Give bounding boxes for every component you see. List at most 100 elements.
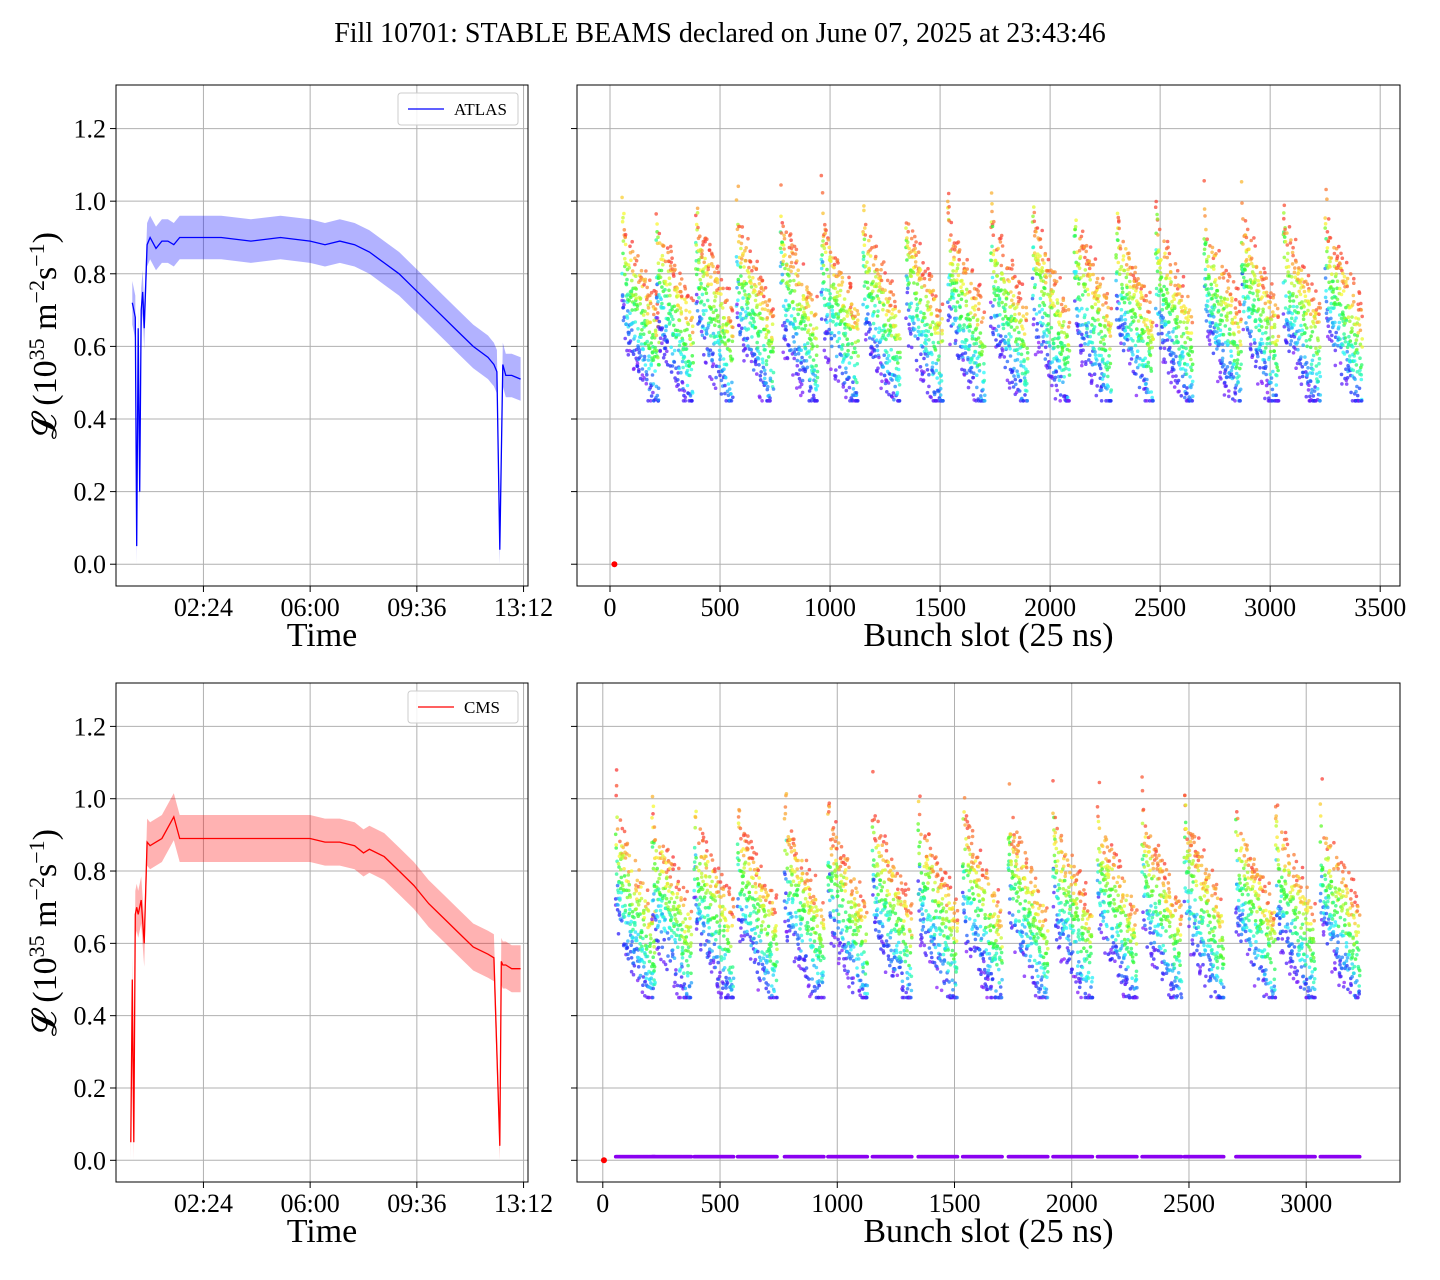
bunch-point: [624, 322, 628, 326]
bunch-point: [1021, 327, 1025, 331]
bunch-point: [1139, 315, 1143, 320]
bunch-point: [683, 395, 688, 400]
bunch-point: [761, 288, 766, 292]
bunch-point: [1102, 372, 1106, 377]
bunch-point: [921, 272, 925, 277]
bunch-point: [639, 342, 644, 346]
bunch-point: [1248, 334, 1253, 339]
bunch-point: [1252, 304, 1256, 309]
bunch-point: [687, 333, 692, 338]
bunch-point: [751, 265, 756, 269]
bunch-point: [1135, 327, 1139, 331]
bunch-point: [1067, 348, 1072, 353]
bunch-point: [1335, 254, 1340, 258]
bunch-point: [1304, 339, 1309, 343]
y-tick-label: 0.8: [74, 260, 107, 289]
bunch-point: [1097, 294, 1101, 298]
bunch-point: [1161, 316, 1165, 320]
bunch-point: [651, 332, 655, 337]
bunch-point: [758, 378, 763, 382]
bunch-point: [638, 296, 643, 301]
bunch-point: [1294, 316, 1298, 320]
bunch-point: [964, 299, 969, 304]
x-tick-label: 09:36: [387, 593, 446, 622]
bunch-point: [694, 243, 699, 247]
bunch-point: [830, 331, 834, 335]
bunch-point: [1131, 319, 1136, 323]
bunch-point: [620, 294, 625, 299]
bunch-point: [675, 290, 680, 294]
bunch-point: [1338, 361, 1343, 365]
bunch-point: [1235, 358, 1240, 362]
bunch-point: [685, 368, 690, 373]
bunch-point: [1317, 356, 1322, 361]
bunch-point: [1124, 247, 1128, 251]
bunch-point: [771, 350, 775, 354]
bunch-point: [949, 220, 954, 225]
bunch-point: [648, 346, 652, 351]
bunch-point: [836, 379, 841, 383]
bunch-point: [679, 370, 683, 375]
bunch-point: [906, 229, 910, 234]
bunch-point: [822, 296, 827, 301]
bunch-point: [998, 240, 1003, 244]
bunch-point: [1040, 307, 1044, 312]
legend-label: CMS: [464, 698, 500, 717]
bunch-point: [779, 183, 783, 187]
bunch-point: [698, 277, 702, 282]
bunch-point: [895, 357, 899, 362]
bunch-point: [974, 296, 978, 301]
bunch-point: [1123, 328, 1128, 333]
bunch-point: [828, 296, 833, 300]
bunch-point: [629, 943, 633, 948]
bunch-point: [1328, 236, 1333, 240]
bunch-point: [1291, 291, 1295, 296]
bunch-point: [665, 282, 669, 287]
bunch-point: [1103, 325, 1107, 329]
bunch-point: [652, 312, 656, 317]
bunch-point: [1077, 248, 1082, 253]
bunch-point: [763, 300, 768, 304]
bunch-point: [956, 273, 961, 278]
atlas_time-uncertainty-band: [132, 215, 521, 565]
bunch-point: [1165, 338, 1170, 342]
bunch-point: [690, 330, 695, 335]
bunch-point: [1332, 251, 1337, 256]
bunch-point: [1106, 305, 1110, 310]
bunch-point: [663, 279, 668, 284]
bunch-point: [1318, 393, 1323, 397]
bunch-point: [640, 367, 645, 371]
bunch-point: [1046, 322, 1051, 326]
bunch-point: [796, 325, 801, 330]
bunch-point: [881, 307, 885, 312]
bunch-point: [990, 244, 994, 249]
bunch-point: [849, 310, 854, 315]
bunch-point: [823, 250, 828, 254]
bunch-point: [669, 260, 673, 265]
bunch-point: [1220, 318, 1224, 323]
bunch-point: [1219, 377, 1223, 381]
bunch-point: [793, 352, 798, 357]
bunch-point: [1180, 350, 1185, 354]
bunch-point: [1226, 279, 1230, 283]
bunch-point: [702, 336, 707, 340]
bunch-point: [809, 338, 813, 342]
bunch-point: [849, 355, 853, 360]
atlas_bunch-axes-frame: [576, 84, 1401, 587]
bunch-point: [1289, 316, 1294, 321]
bunch-point: [673, 376, 677, 380]
bunch-point: [1000, 244, 1005, 248]
bunch-point: [847, 385, 852, 390]
bunch-point: [1121, 258, 1125, 262]
bunch-point: [1253, 364, 1258, 369]
bunch-point: [654, 290, 658, 294]
bunch-point: [862, 243, 867, 247]
bunch-point: [727, 316, 731, 320]
bunch-point: [779, 214, 783, 219]
bunch-point: [913, 327, 917, 332]
bunch-point: [1212, 264, 1216, 268]
bunch-point: [1344, 318, 1349, 323]
bunch-point: [1149, 369, 1154, 373]
bunch-point: [714, 308, 718, 313]
bunch-point: [1337, 325, 1341, 329]
